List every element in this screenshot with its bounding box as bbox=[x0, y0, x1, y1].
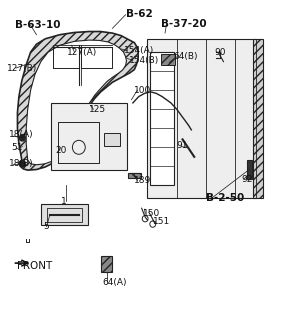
Text: 90: 90 bbox=[215, 48, 226, 57]
Bar bbox=[101, 256, 112, 272]
Polygon shape bbox=[253, 39, 263, 198]
Text: 64(B): 64(B) bbox=[174, 52, 198, 61]
Text: 151: 151 bbox=[153, 217, 171, 226]
Text: FRONT: FRONT bbox=[17, 261, 53, 271]
Text: 154(B): 154(B) bbox=[129, 56, 159, 65]
Bar bbox=[161, 54, 175, 65]
Text: 92: 92 bbox=[241, 174, 253, 184]
Text: 127(B): 127(B) bbox=[7, 63, 37, 73]
Text: 100: 100 bbox=[134, 86, 152, 95]
Polygon shape bbox=[51, 103, 127, 170]
Circle shape bbox=[19, 135, 25, 141]
Text: 154(A): 154(A) bbox=[124, 46, 154, 55]
Text: 51: 51 bbox=[12, 143, 23, 152]
Polygon shape bbox=[17, 32, 138, 170]
Polygon shape bbox=[148, 39, 256, 198]
Text: 18(B): 18(B) bbox=[9, 159, 33, 168]
Text: 127(A): 127(A) bbox=[67, 48, 97, 57]
Text: 91: 91 bbox=[177, 141, 188, 150]
Text: 125: 125 bbox=[89, 105, 106, 114]
Circle shape bbox=[19, 161, 25, 167]
Text: B-63-10: B-63-10 bbox=[14, 20, 60, 30]
Text: B-2-50: B-2-50 bbox=[206, 193, 244, 203]
Text: 1: 1 bbox=[61, 197, 67, 206]
Polygon shape bbox=[41, 204, 88, 225]
Bar bbox=[128, 173, 141, 178]
Polygon shape bbox=[26, 40, 127, 165]
Polygon shape bbox=[150, 52, 174, 185]
Text: B-37-20: B-37-20 bbox=[161, 19, 206, 28]
Bar bbox=[104, 133, 120, 146]
Text: B-62: B-62 bbox=[126, 9, 152, 19]
Text: 189: 189 bbox=[134, 176, 152, 185]
Text: 20: 20 bbox=[55, 146, 67, 155]
Bar bbox=[247, 160, 252, 179]
Text: 5: 5 bbox=[44, 222, 50, 231]
Text: 150: 150 bbox=[143, 209, 160, 219]
Text: 18(A): 18(A) bbox=[9, 130, 33, 139]
Text: 64(A): 64(A) bbox=[102, 278, 127, 287]
